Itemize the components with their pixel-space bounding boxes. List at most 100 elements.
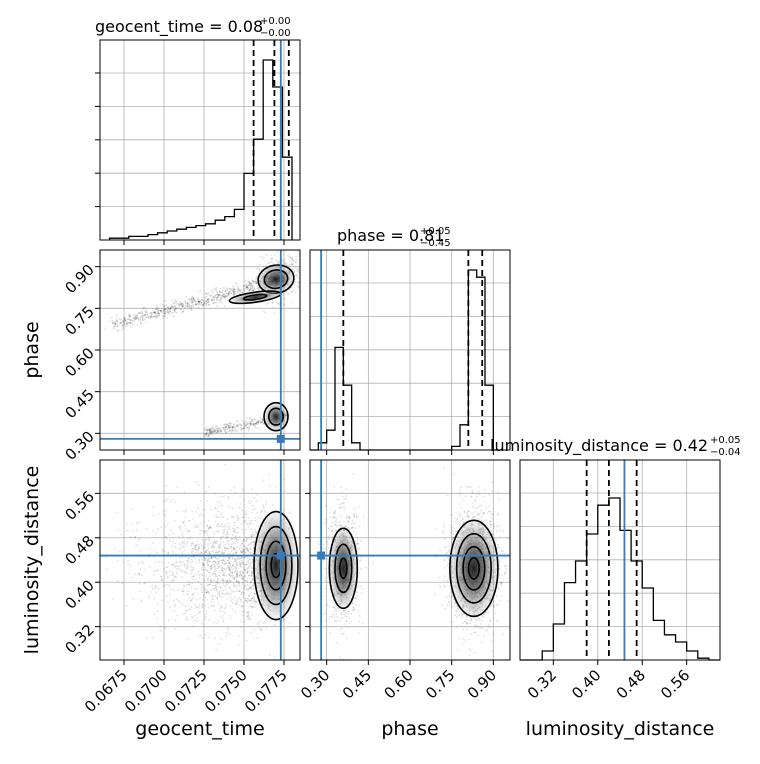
sample-point [222, 618, 224, 620]
sample-point [344, 615, 346, 617]
sample-point [456, 616, 458, 618]
sample-point [232, 528, 234, 530]
sample-point [178, 543, 180, 545]
sample-point [185, 509, 187, 511]
sample-point [200, 584, 202, 586]
sample-point [246, 640, 248, 642]
sample-point [159, 313, 161, 315]
sample-point [249, 618, 251, 620]
hist-bar [177, 229, 187, 240]
sample-point [230, 431, 232, 433]
sample-point [343, 502, 345, 504]
sample-point [259, 264, 261, 266]
sample-point [182, 557, 184, 559]
sample-point [202, 304, 204, 306]
sample-point [212, 550, 214, 552]
sample-point [211, 605, 213, 607]
sample-point [231, 543, 233, 545]
sample-point [226, 424, 228, 426]
sample-point [251, 602, 253, 604]
sample-point [504, 573, 506, 575]
sample-point [226, 537, 228, 539]
sample-point [191, 566, 193, 568]
sample-point [151, 591, 153, 593]
sample-point [363, 516, 365, 518]
sample-point [191, 301, 193, 303]
sample-point [235, 538, 237, 540]
sample-point [346, 637, 348, 639]
sample-point [242, 606, 244, 608]
sample-point [237, 572, 239, 574]
sample-point [358, 605, 360, 607]
sample-point [190, 562, 192, 564]
sample-point [485, 508, 487, 510]
sample-point [174, 565, 176, 567]
sample-point [219, 526, 221, 528]
sample-point [208, 551, 210, 553]
sample-point [159, 303, 161, 305]
sample-point [325, 521, 327, 523]
sample-point [187, 605, 189, 607]
sample-point [236, 516, 238, 518]
sample-point [205, 300, 207, 302]
sample-point [127, 560, 129, 562]
sample-point [208, 636, 210, 638]
sample-point [175, 547, 177, 549]
sample-point [229, 615, 231, 617]
sample-point [122, 326, 124, 328]
sample-point [252, 505, 254, 507]
sample-point [185, 618, 187, 620]
sample-point [244, 549, 246, 551]
sample-point [157, 610, 159, 612]
sample-point [174, 543, 176, 545]
sample-point [160, 526, 162, 528]
sample-point [324, 519, 326, 521]
sample-point [336, 499, 338, 501]
sample-point [246, 552, 248, 554]
sample-point [365, 567, 367, 569]
sample-point [174, 309, 176, 311]
sample-point [236, 552, 238, 554]
sample-point [444, 580, 446, 582]
sample-point [200, 551, 202, 553]
sample-point [227, 560, 229, 562]
sample-point [360, 557, 362, 559]
sample-point [183, 571, 185, 573]
hist-bar [167, 231, 177, 240]
truth-marker [277, 552, 285, 560]
sample-point [254, 497, 256, 499]
sample-point [269, 654, 271, 656]
sample-point [250, 606, 252, 608]
sample-point [229, 288, 231, 290]
sample-point [360, 568, 362, 570]
sample-point [260, 512, 262, 514]
sample-point [180, 543, 182, 545]
sample-point [284, 262, 286, 264]
sample-point [295, 261, 297, 263]
sample-point [361, 592, 363, 594]
sample-point [205, 305, 207, 307]
sample-point [242, 576, 244, 578]
sample-point [229, 430, 231, 432]
sample-point [194, 527, 196, 529]
sample-point [197, 613, 199, 615]
sample-point [475, 632, 477, 634]
sample-point [197, 524, 199, 526]
sample-point [247, 618, 249, 620]
sample-point [465, 495, 467, 497]
sample-point [204, 605, 206, 607]
sample-point [488, 505, 490, 507]
hist-bar [352, 443, 360, 450]
sample-point [176, 303, 178, 305]
sample-point [333, 486, 335, 488]
sample-point [219, 557, 221, 559]
sample-point [347, 613, 349, 615]
sample-point [181, 591, 183, 593]
sample-point [147, 314, 149, 316]
sample-point [183, 613, 185, 615]
sample-point [210, 575, 212, 577]
sample-point [141, 574, 143, 576]
sample-point [238, 527, 240, 529]
sample-point [148, 595, 150, 597]
